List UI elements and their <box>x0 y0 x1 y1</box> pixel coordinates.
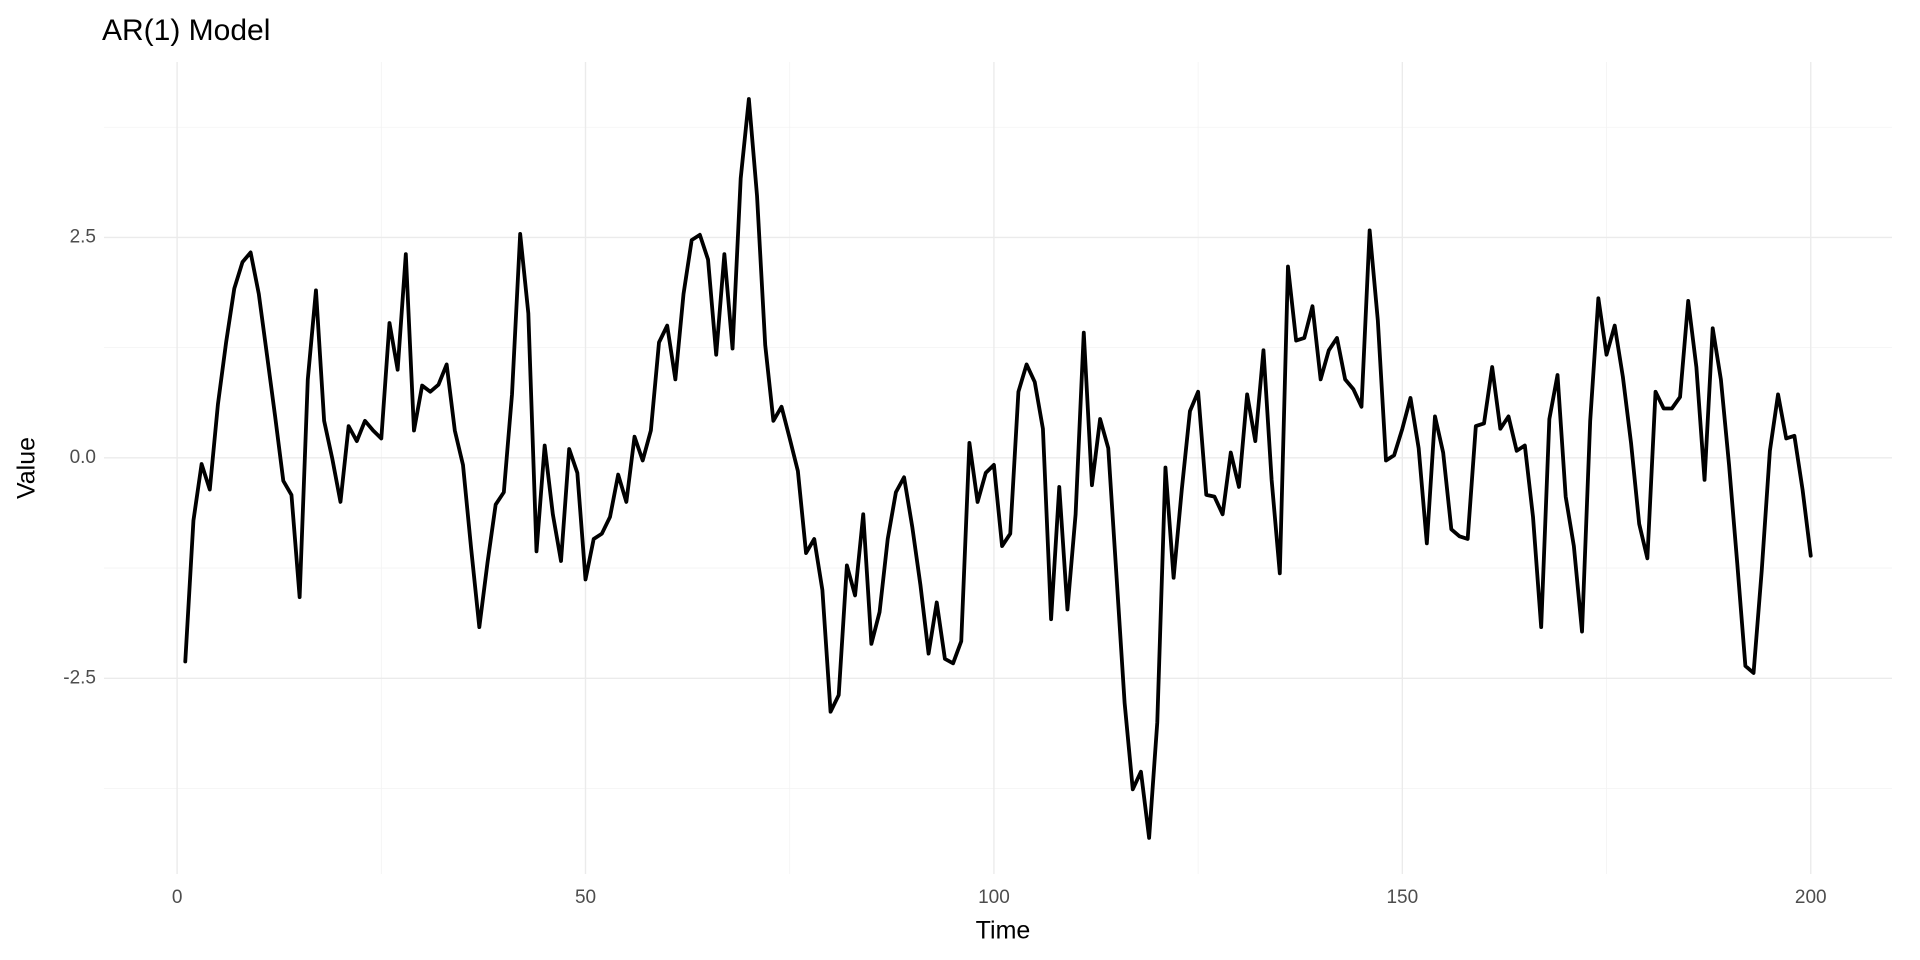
x-tick-label: 100 <box>978 887 1010 908</box>
y-tick-label: 2.5 <box>70 226 96 247</box>
x-tick-label: 150 <box>1386 887 1418 908</box>
chart-title: AR(1) Model <box>102 14 270 47</box>
x-axis-title: Time <box>976 917 1031 945</box>
y-tick-label: 0.0 <box>70 447 96 468</box>
x-tick-label: 0 <box>172 887 183 908</box>
y-tick-label: -2.5 <box>63 667 96 688</box>
data-line <box>183 97 1813 840</box>
y-axis-title: Value <box>13 437 41 499</box>
x-tick-label: 200 <box>1795 887 1827 908</box>
x-tick-label: 50 <box>575 887 596 908</box>
